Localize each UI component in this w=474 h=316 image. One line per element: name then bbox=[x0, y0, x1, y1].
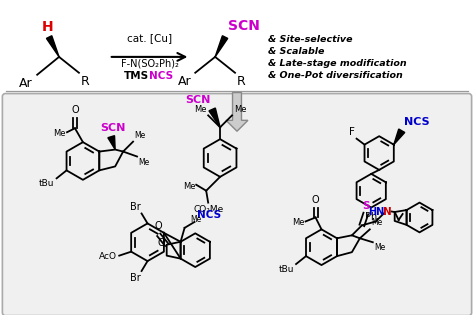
Text: Me: Me bbox=[191, 215, 202, 224]
Text: HN: HN bbox=[368, 208, 384, 217]
Text: TMS: TMS bbox=[123, 71, 148, 81]
Text: AcO: AcO bbox=[99, 252, 117, 261]
Text: Ph: Ph bbox=[365, 211, 377, 222]
Text: & Scalable: & Scalable bbox=[268, 47, 324, 56]
Text: O: O bbox=[155, 221, 163, 231]
Polygon shape bbox=[215, 36, 228, 57]
Text: Me: Me bbox=[183, 182, 195, 191]
Text: CO₂Me: CO₂Me bbox=[193, 204, 223, 214]
Text: SCN: SCN bbox=[228, 19, 260, 33]
Text: & Site-selective: & Site-selective bbox=[268, 35, 353, 44]
Text: Me: Me bbox=[374, 243, 385, 252]
Text: Ar: Ar bbox=[18, 77, 32, 90]
Polygon shape bbox=[46, 36, 59, 57]
Text: O: O bbox=[71, 105, 79, 115]
Text: & Late-stage modification: & Late-stage modification bbox=[268, 59, 406, 68]
Text: Me: Me bbox=[54, 129, 66, 138]
FancyArrow shape bbox=[226, 93, 248, 131]
Text: & One-Pot diversification: & One-Pot diversification bbox=[268, 71, 402, 80]
Text: Me: Me bbox=[234, 106, 246, 114]
Text: S: S bbox=[362, 201, 370, 210]
Text: cat. [Cu]: cat. [Cu] bbox=[127, 33, 172, 43]
Text: Me: Me bbox=[134, 131, 146, 140]
FancyBboxPatch shape bbox=[2, 94, 472, 316]
Text: Me: Me bbox=[138, 159, 149, 167]
Text: Ar: Ar bbox=[178, 75, 191, 88]
Polygon shape bbox=[108, 136, 115, 149]
Text: F-N(SO₂Ph)₂: F-N(SO₂Ph)₂ bbox=[120, 59, 178, 69]
Text: SCN: SCN bbox=[185, 95, 210, 106]
Polygon shape bbox=[394, 129, 405, 145]
Text: tBu: tBu bbox=[39, 179, 55, 188]
Text: Me: Me bbox=[194, 106, 206, 114]
Text: NCS: NCS bbox=[148, 71, 173, 81]
Text: R: R bbox=[81, 75, 90, 88]
Text: Br: Br bbox=[130, 202, 141, 211]
Polygon shape bbox=[209, 108, 220, 127]
Text: O: O bbox=[157, 238, 164, 248]
Text: tBu: tBu bbox=[279, 265, 294, 274]
Text: F: F bbox=[349, 127, 355, 137]
Text: SCN: SCN bbox=[100, 123, 126, 133]
Text: Br: Br bbox=[130, 273, 141, 283]
Text: R: R bbox=[237, 75, 246, 88]
Text: Me: Me bbox=[371, 218, 382, 228]
Text: H: H bbox=[41, 20, 53, 34]
Text: Me: Me bbox=[292, 218, 305, 227]
Text: NCS: NCS bbox=[197, 210, 220, 220]
Text: NCS: NCS bbox=[404, 117, 429, 127]
Text: N: N bbox=[383, 207, 392, 216]
Text: O: O bbox=[312, 195, 319, 204]
